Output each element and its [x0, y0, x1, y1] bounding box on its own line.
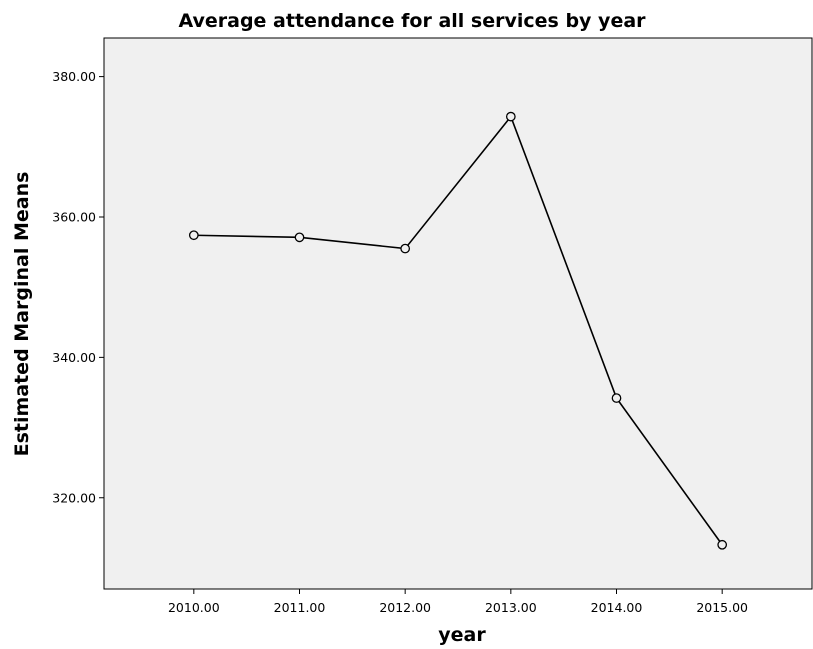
data-point [294, 232, 305, 243]
x-tick-label: 2011.00 [274, 600, 326, 615]
data-point [717, 539, 728, 550]
y-axis-title: Estimated Marginal Means [11, 172, 33, 457]
x-tick-label: 2015.00 [696, 600, 748, 615]
y-tick-label: 380.00 [52, 69, 96, 84]
series-line [193, 115, 723, 546]
x-tick-label: 2014.00 [591, 600, 643, 615]
plot-area [103, 37, 813, 590]
data-point [505, 111, 516, 122]
y-tick-label: 360.00 [52, 209, 96, 224]
data-point [611, 393, 622, 403]
x-tick-label: 2013.00 [485, 600, 537, 615]
y-tick-label: 320.00 [52, 490, 96, 505]
x-axis-title: year [438, 624, 486, 646]
x-tick-label: 2012.00 [379, 600, 431, 615]
y-axis-ticks: 320.00 340.00 360.00 380.00 [52, 69, 104, 505]
data-point [400, 243, 411, 254]
chart-title: Average attendance for all services by y… [178, 10, 646, 32]
y-tick-label: 340.00 [52, 350, 96, 365]
x-tick-label: 2010.00 [168, 600, 220, 615]
x-axis-ticks: 2010.00 2011.00 2012.00 2013.00 2014.00 2015.… [168, 589, 748, 615]
data-points [188, 111, 728, 550]
data-point [188, 230, 199, 241]
